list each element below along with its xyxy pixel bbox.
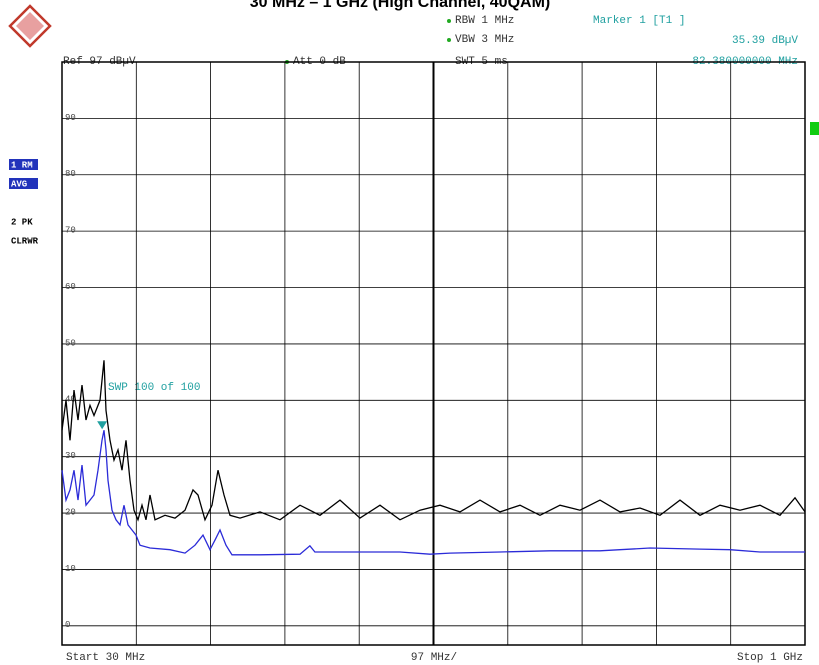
- logo: [8, 4, 52, 48]
- y-tick-label: 40: [65, 395, 76, 405]
- status-indicator: [810, 122, 819, 135]
- marker: [97, 421, 108, 430]
- y-tick-label: 90: [65, 113, 76, 123]
- sweep-count: SWP 100 of 100: [108, 382, 200, 394]
- y-tick-label: 0: [65, 620, 70, 630]
- trace: [61, 430, 805, 556]
- y-tick-label: 60: [65, 282, 76, 292]
- marker-level: 35.39 dBµV: [732, 35, 798, 47]
- trace-tag: [9, 178, 38, 189]
- y-tick-label: 20: [65, 507, 76, 517]
- vbw: VBW 3 MHz: [455, 34, 514, 46]
- trace-mode: AVG: [11, 179, 27, 189]
- trace-mode: CLRWR: [11, 236, 39, 246]
- rbw: RBW 1 MHz: [455, 15, 514, 27]
- changed-star: [447, 19, 451, 23]
- marker-name: Marker 1 [T1 ]: [593, 15, 685, 27]
- y-tick-label: 70: [65, 226, 76, 236]
- trace: [61, 360, 806, 522]
- x-start: Start 30 MHz: [66, 652, 145, 664]
- x-stop: Stop 1 GHz: [737, 652, 803, 664]
- changed-star: [447, 38, 451, 42]
- trace-label: 1 RM: [11, 160, 33, 170]
- trace-label: 2 PK: [11, 217, 33, 227]
- y-tick-label: 50: [65, 338, 76, 348]
- y-tick-label: 80: [65, 169, 76, 179]
- plot-frame: [61, 61, 806, 646]
- y-tick-label: 10: [65, 564, 76, 574]
- x-division: 97 MHz/: [411, 652, 457, 664]
- trace-tag: [9, 159, 38, 170]
- y-tick-label: 30: [65, 451, 76, 461]
- chart-title: 30 MHz – 1 GHz (High Channel, 40QAM): [250, 0, 550, 11]
